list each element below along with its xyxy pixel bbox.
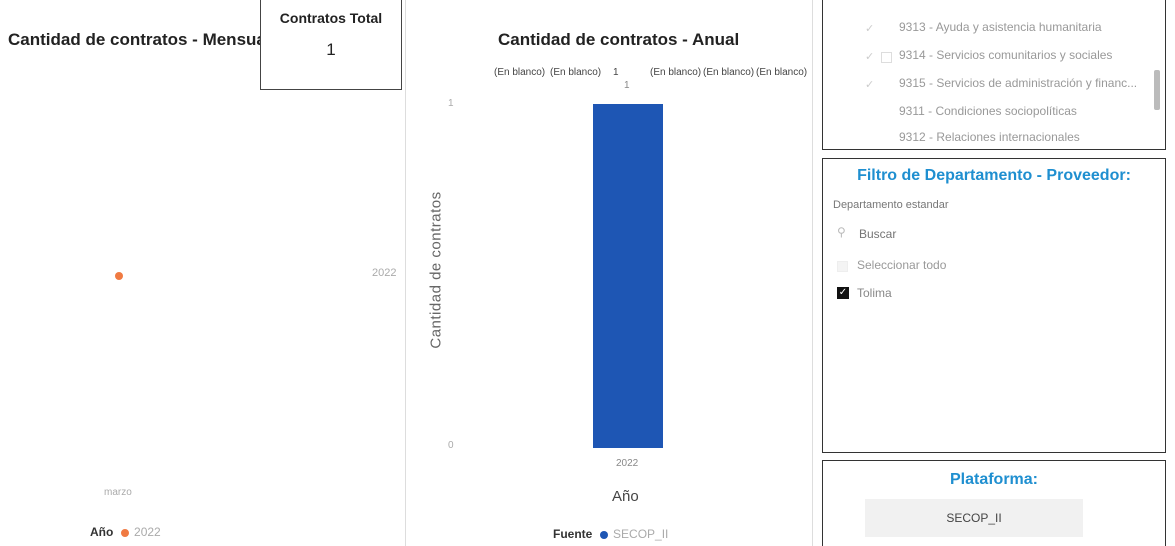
annual-x-tick: 2022 [616, 458, 639, 469]
legend-dot-icon [599, 530, 608, 539]
check-icon: ✓ [865, 51, 875, 63]
slicer-item[interactable]: 9312 - Relaciones internacionales [899, 130, 1080, 144]
kpi-card[interactable]: Contratos Total 1 [260, 0, 402, 90]
monthly-data-point[interactable] [115, 272, 123, 280]
y-tick: 1 [448, 98, 454, 109]
monthly-y-tick: 2022 [372, 267, 397, 279]
monthly-legend[interactable]: Año 2022 [90, 525, 161, 539]
department-search-input[interactable] [857, 226, 1061, 242]
annual-legend[interactable]: Fuente SECOP_II [553, 527, 668, 541]
annual-chart-title: Cantidad de contratos - Anual [498, 30, 740, 49]
platform-filter-panel: Plataforma: SECOP_II [822, 460, 1166, 546]
legend-dot-icon [120, 528, 129, 537]
monthly-x-tick: marzo [104, 487, 132, 498]
annual-bar-2022[interactable] [593, 104, 663, 448]
slicer-item[interactable]: 9314 - Servicios comunitarios y sociales [899, 48, 1113, 62]
select-all-label[interactable]: Seleccionar todo [857, 258, 947, 272]
data-label: 1 [613, 67, 619, 78]
panel-divider [812, 0, 813, 546]
monthly-legend-item: 2022 [134, 525, 161, 539]
checkbox[interactable] [881, 52, 892, 63]
slicer-item[interactable]: 9311 - Condiciones sociopolíticas [899, 104, 1077, 118]
monthly-chart-title: Cantidad de contratos - Mensual [8, 30, 271, 49]
annual-y-axis-title: Cantidad de contratos [427, 191, 445, 349]
kpi-value: 1 [326, 40, 336, 59]
tolima-label[interactable]: Tolima [857, 286, 892, 300]
select-all-checkbox[interactable] [837, 261, 848, 272]
y-tick: 0 [448, 440, 454, 451]
slicer-item[interactable]: 9313 - Ayuda y asistencia humanitaria [899, 20, 1102, 34]
annual-x-axis-title: Año [612, 488, 639, 505]
slicer-item[interactable]: 9315 - Servicios de administración y fin… [899, 76, 1138, 90]
data-label: (En blanco) [494, 67, 546, 78]
monthly-legend-title: Año [90, 525, 114, 539]
platform-option-button[interactable]: SECOP_II [865, 499, 1083, 537]
department-filter-panel: Filtro de Departamento - Proveedor: Depa… [822, 158, 1166, 453]
search-icon: ⚲ [837, 225, 846, 239]
kpi-title: Contratos Total [279, 10, 383, 26]
annual-legend-item: SECOP_II [613, 527, 669, 541]
category-slicer[interactable]: ✓ 9313 - Ayuda y asistencia humanitaria … [822, 0, 1166, 150]
bar-data-label: 1 [624, 80, 630, 91]
chart-divider [405, 0, 406, 546]
scrollbar-thumb[interactable] [1154, 70, 1160, 110]
annual-legend-title: Fuente [553, 527, 593, 541]
check-icon: ✓ [865, 79, 875, 91]
data-label: (En blanco) [756, 67, 808, 78]
data-label: (En blanco) [650, 67, 702, 78]
tolima-checkbox[interactable]: ✓ [837, 287, 849, 299]
check-icon: ✓ [865, 23, 875, 35]
department-filter-title: Filtro de Departamento - Proveedor: [857, 167, 1131, 184]
data-label: (En blanco) [550, 67, 602, 78]
department-field-label: Departamento estandar [833, 199, 949, 211]
data-label: (En blanco) [703, 67, 755, 78]
platform-filter-title: Plataforma: [949, 471, 1039, 488]
